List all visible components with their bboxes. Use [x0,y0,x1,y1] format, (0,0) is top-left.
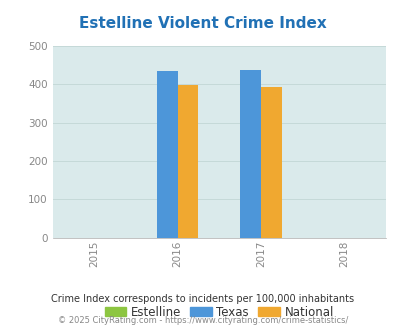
Bar [260,87,281,238]
Bar [156,71,177,238]
Bar [177,85,198,238]
Legend: Estelline, Texas, National: Estelline, Texas, National [100,301,338,323]
Bar [239,70,260,238]
Text: Estelline Violent Crime Index: Estelline Violent Crime Index [79,16,326,31]
Text: Crime Index corresponds to incidents per 100,000 inhabitants: Crime Index corresponds to incidents per… [51,294,354,304]
Text: © 2025 CityRating.com - https://www.cityrating.com/crime-statistics/: © 2025 CityRating.com - https://www.city… [58,315,347,325]
